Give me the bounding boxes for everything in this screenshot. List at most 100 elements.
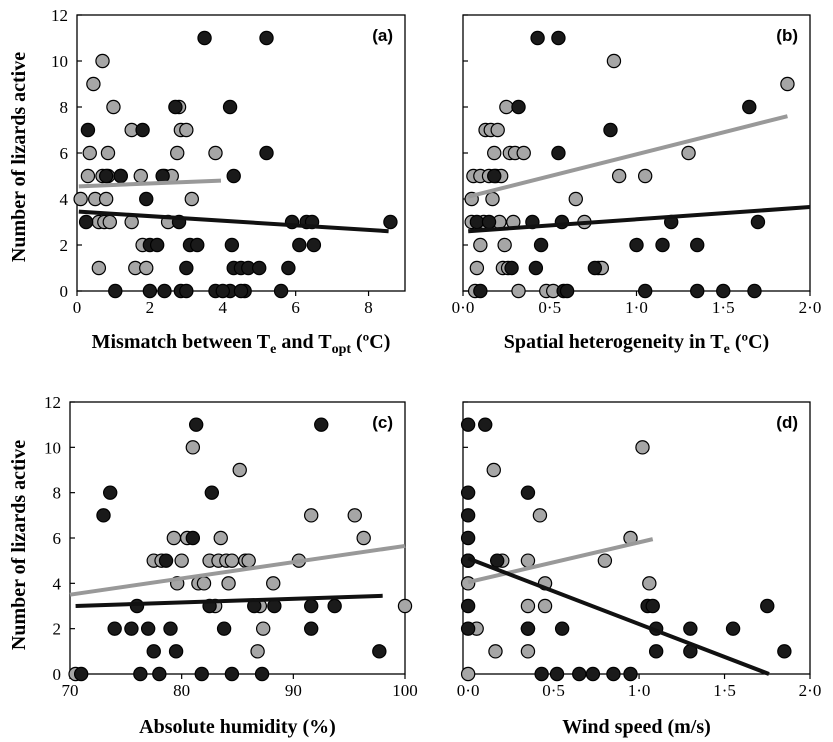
panel-d-black-point bbox=[645, 598, 660, 614]
panel-c-grey-point bbox=[185, 440, 201, 455]
panel-d-label: (d) bbox=[776, 413, 798, 432]
panel-d-x-tick-label: 1·5 bbox=[713, 681, 736, 700]
panel-b-grey-point bbox=[487, 145, 502, 161]
panel-c-black-point bbox=[304, 598, 319, 614]
panel-b-black-point bbox=[603, 122, 618, 138]
panel-b-black-point bbox=[742, 99, 757, 115]
panel-a-black-point bbox=[224, 237, 240, 253]
panel-b-black-point bbox=[655, 237, 670, 253]
panel-c-y-tick-label: 12 bbox=[44, 393, 61, 412]
panel-b-grey-point bbox=[490, 122, 505, 138]
panel-c-black-point bbox=[107, 621, 122, 636]
panel-d-black-point bbox=[460, 621, 476, 636]
panel-b-grey-point bbox=[681, 145, 696, 161]
panel-a-grey-point bbox=[106, 99, 121, 115]
panel-a-y-tick-label: 10 bbox=[51, 52, 68, 71]
panel-a-black-point bbox=[179, 260, 194, 276]
panels: 0 2 4 6 8 10 12 0 2 4 6 8 (a) Mismatch between Te and… bbox=[44, 6, 821, 738]
panel-c-y-tick-label: 2 bbox=[53, 620, 62, 639]
panel-a-black-point bbox=[98, 168, 114, 184]
panel-a-x-tick-label: 4 bbox=[219, 298, 228, 317]
panel-a-x-tick-label: 8 bbox=[364, 298, 373, 317]
panel-d-grey-point bbox=[532, 508, 548, 523]
panel-c-grey-point bbox=[241, 553, 256, 568]
panel-c-black-point bbox=[314, 417, 329, 432]
panel-a-x-tick-label: 6 bbox=[291, 298, 300, 317]
panel-d-black-point bbox=[648, 644, 664, 659]
panel-a-y-tick-label: 0 bbox=[60, 282, 69, 301]
panel-b-black-point bbox=[481, 214, 497, 230]
panel-b-grey-point bbox=[497, 237, 512, 253]
panel-c-grey-point bbox=[347, 508, 362, 523]
panel-b-black-point bbox=[504, 260, 519, 276]
panel-d-black-point bbox=[460, 485, 476, 500]
panel-d-black-point bbox=[534, 666, 549, 682]
panel-b-x-axis-label: Spatial heterogeneity in Te (ºC) bbox=[504, 331, 769, 357]
panel-d-grey-point bbox=[460, 576, 476, 591]
panel-a-black-point bbox=[306, 237, 322, 253]
panel-d-grey-point bbox=[520, 598, 536, 614]
panel-a-x-tick-label: 2 bbox=[146, 298, 155, 317]
y-axis-label-bottom: Number of lizards active bbox=[8, 440, 30, 650]
panel-a-frame bbox=[76, 14, 406, 292]
panel-d: 0·0 0·5 1·0 1·5 2·0 (d) Wind speed (m/s) bbox=[457, 401, 821, 738]
panel-c-black-point bbox=[304, 621, 319, 636]
panel-c-black-point bbox=[96, 508, 111, 523]
panel-b-x-tick-label: 1·5 bbox=[712, 298, 735, 317]
panel-a-black-point bbox=[168, 99, 183, 115]
panel-d-grey-point bbox=[642, 576, 657, 591]
panel-c-black-point bbox=[133, 666, 148, 682]
panel-c-grey-point bbox=[397, 598, 413, 614]
panel-d-black-point bbox=[777, 644, 792, 659]
panel-a-x-axis-label: Mismatch between Te and Topt (ºC) bbox=[92, 331, 391, 357]
panel-d-black-point bbox=[460, 530, 476, 546]
panel-d-black-point bbox=[585, 666, 601, 682]
panel-c-black-fit-line bbox=[75, 593, 383, 608]
panel-d-grey-point bbox=[635, 440, 650, 455]
panel-a-label: (a) bbox=[372, 26, 393, 45]
panel-a-grey-point bbox=[139, 260, 154, 276]
panel-c-grey-point bbox=[221, 576, 236, 591]
panel-c-x-tick-label: 100 bbox=[392, 681, 418, 700]
panel-c-grey-point bbox=[250, 644, 265, 659]
panel-b-black-point bbox=[469, 214, 485, 230]
panel-c-black-point bbox=[204, 485, 220, 500]
panel-b-x-tick-label: 1·0 bbox=[625, 298, 648, 317]
panel-d-black-point bbox=[554, 621, 570, 636]
panel-c-black-point bbox=[73, 666, 89, 682]
panel-b-grey-fit-line bbox=[467, 114, 788, 199]
panel-b-black-fit-line bbox=[468, 205, 811, 234]
panel-d-black-point bbox=[572, 666, 587, 682]
panel-a-black-point bbox=[179, 283, 194, 299]
panel-b-black-point bbox=[637, 283, 653, 299]
panel-a-black-point bbox=[215, 283, 230, 299]
panel-b-x-tick-label: 2·0 bbox=[799, 298, 822, 317]
panel-a-black-point bbox=[259, 30, 274, 46]
panel-c-grey-point bbox=[174, 553, 189, 568]
panel-b-black-point bbox=[690, 237, 705, 253]
panel-a-black-point bbox=[149, 237, 165, 253]
panel-c-grey-point bbox=[304, 508, 319, 523]
panel-a-grey-point bbox=[133, 168, 148, 184]
panel-c-black-point bbox=[194, 666, 209, 682]
panel-c-grey-point bbox=[356, 530, 371, 546]
panel-a-grey-point bbox=[86, 76, 101, 92]
panel-d-black-point bbox=[683, 621, 698, 636]
panel-b-grey-point bbox=[485, 191, 500, 207]
panel-d-x-tick-label: 0·0 bbox=[457, 681, 480, 700]
panel-a-grey-point bbox=[80, 168, 96, 184]
panel-d-grey-point bbox=[520, 644, 536, 659]
panel-a-grey-point bbox=[91, 260, 107, 276]
panel-a-y-tick-label: 8 bbox=[60, 98, 69, 117]
panel-d-black-point bbox=[520, 485, 536, 500]
panel-b-black-point bbox=[559, 283, 575, 299]
panel-d-x-axis-label: Wind speed (m/s) bbox=[562, 716, 711, 738]
panel-c-grey-fit-line bbox=[69, 543, 406, 597]
panel-a: 0 2 4 6 8 10 12 0 2 4 6 8 (a) Mismatch between Te and… bbox=[51, 6, 406, 357]
panel-d-black-point bbox=[460, 417, 476, 432]
panel-b-grey-point bbox=[606, 53, 622, 69]
panel-d-grey-point bbox=[537, 598, 553, 614]
panel-b-label: (b) bbox=[776, 26, 798, 45]
panel-c-black-point bbox=[152, 666, 167, 682]
panel-b-black-point bbox=[750, 214, 766, 230]
